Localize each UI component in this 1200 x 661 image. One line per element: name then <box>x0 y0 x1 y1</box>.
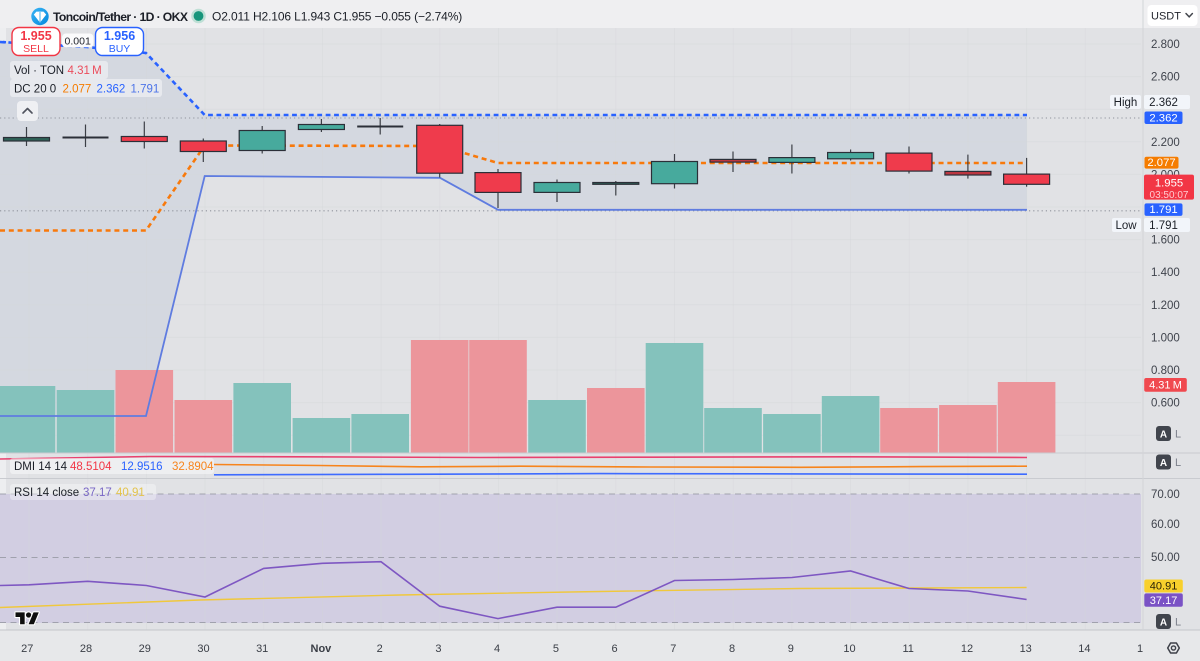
svg-text:1.400: 1.400 <box>1151 267 1180 279</box>
svg-text:1.791: 1.791 <box>1149 204 1177 216</box>
svg-text:48.5104: 48.5104 <box>70 461 112 473</box>
svg-text:32.8904: 32.8904 <box>172 461 214 473</box>
svg-text:L: L <box>1175 429 1181 441</box>
svg-text:40.91: 40.91 <box>1150 581 1178 593</box>
svg-text:5: 5 <box>553 643 559 655</box>
svg-text:13: 13 <box>1020 643 1032 655</box>
svg-text:2: 2 <box>377 643 383 655</box>
svg-text:A: A <box>1160 458 1167 469</box>
svg-text:50.00: 50.00 <box>1151 552 1180 564</box>
svg-text:Vol · TON: Vol · TON <box>14 65 64 77</box>
svg-text:1.955: 1.955 <box>20 29 51 43</box>
svg-text:1.200: 1.200 <box>1151 300 1180 312</box>
svg-text:2.600: 2.600 <box>1151 72 1180 84</box>
svg-text:70.00: 70.00 <box>1151 489 1180 501</box>
svg-text:SELL: SELL <box>23 43 49 55</box>
svg-text:37.17: 37.17 <box>1150 595 1178 607</box>
svg-text:10: 10 <box>843 643 855 655</box>
svg-text:31: 31 <box>256 643 268 655</box>
svg-text:03:50:07: 03:50:07 <box>1150 190 1189 201</box>
svg-text:8: 8 <box>729 643 735 655</box>
svg-text:1.791: 1.791 <box>1149 220 1178 232</box>
svg-text:1: 1 <box>1137 643 1143 655</box>
svg-text:6: 6 <box>612 643 618 655</box>
svg-text:40.91: 40.91 <box>116 487 145 499</box>
svg-text:7: 7 <box>670 643 676 655</box>
svg-text:L: L <box>1175 617 1181 629</box>
svg-text:BUY: BUY <box>109 43 131 55</box>
svg-text:DC 20 0: DC 20 0 <box>14 84 56 96</box>
svg-text:2.362: 2.362 <box>97 84 126 96</box>
svg-text:4.31 M: 4.31 M <box>1149 379 1182 391</box>
svg-text:2.362: 2.362 <box>1149 97 1178 109</box>
svg-text:3: 3 <box>435 643 441 655</box>
svg-text:A: A <box>1160 618 1167 629</box>
svg-text:0.001: 0.001 <box>65 35 91 47</box>
svg-text:4: 4 <box>494 643 500 655</box>
svg-text:14: 14 <box>1078 643 1090 655</box>
svg-text:9: 9 <box>788 643 794 655</box>
svg-text:2.362: 2.362 <box>1149 112 1177 124</box>
svg-text:USDT: USDT <box>1151 11 1181 23</box>
svg-text:12.9516: 12.9516 <box>121 461 163 473</box>
svg-text:29: 29 <box>139 643 151 655</box>
svg-text:DMI 14 14: DMI 14 14 <box>14 461 68 473</box>
svg-text:1.955: 1.955 <box>1155 178 1183 190</box>
svg-text:37.17: 37.17 <box>83 487 112 499</box>
svg-text:2.200: 2.200 <box>1151 137 1180 149</box>
svg-text:L: L <box>1175 457 1181 469</box>
svg-text:12: 12 <box>961 643 973 655</box>
svg-text:4.31 M: 4.31 M <box>68 65 102 77</box>
svg-text:O2.011 H2.106 L1.943 C1.955 −0: O2.011 H2.106 L1.943 C1.955 −0.055 (−2.7… <box>212 9 462 23</box>
svg-text:Nov: Nov <box>311 643 333 655</box>
svg-text:60.00: 60.00 <box>1151 519 1180 531</box>
svg-text:2.077: 2.077 <box>63 84 92 96</box>
svg-text:0.800: 0.800 <box>1151 365 1180 377</box>
svg-text:0.600: 0.600 <box>1151 398 1180 410</box>
svg-text:RSI 14 close: RSI 14 close <box>14 487 79 499</box>
svg-text:2.800: 2.800 <box>1151 39 1180 51</box>
svg-text:1.956: 1.956 <box>104 29 135 43</box>
svg-text:Low: Low <box>1115 220 1137 232</box>
svg-text:30: 30 <box>197 643 209 655</box>
svg-text:A: A <box>1160 430 1167 441</box>
svg-text:1.791: 1.791 <box>131 84 160 96</box>
svg-text:Toncoin/Tether · 1D · OKX: Toncoin/Tether · 1D · OKX <box>53 10 189 24</box>
svg-text:27: 27 <box>21 643 33 655</box>
svg-text:High: High <box>1114 97 1138 109</box>
svg-text:1.000: 1.000 <box>1151 332 1180 344</box>
svg-text:11: 11 <box>902 643 913 655</box>
svg-text:28: 28 <box>80 643 92 655</box>
svg-text:2.077: 2.077 <box>1147 157 1175 169</box>
svg-text:1.600: 1.600 <box>1151 235 1180 247</box>
